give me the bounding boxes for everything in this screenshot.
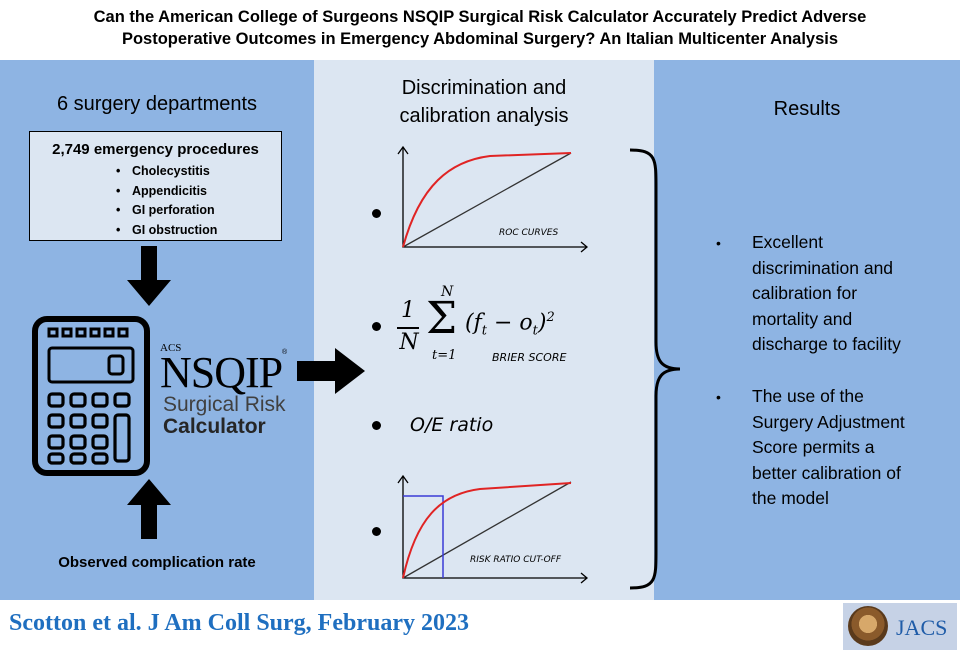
right-arrow-icon — [297, 348, 365, 394]
bullet-cutoff — [372, 527, 381, 536]
observed-complication-label: Observed complication rate — [58, 554, 256, 571]
brier-fraction-numerator: 1 — [401, 298, 415, 323]
figure-title: Can the American College of Surgeons NSQ… — [0, 6, 960, 50]
brier-sum-upper: N — [441, 284, 454, 300]
acs-logo-text: ACS — [160, 342, 182, 354]
cutoff-label: RISK RATIO CUT-OFF — [470, 555, 562, 565]
calculator-title-line2: Calculator — [163, 415, 266, 438]
roc-axis-arrow — [580, 241, 589, 253]
cutoff-marker — [403, 495, 444, 578]
result-bullet: • — [716, 235, 721, 251]
analysis-heading-line1: Discrimination and — [401, 77, 567, 99]
college-seal-icon — [848, 606, 888, 646]
bullet-roc — [372, 209, 381, 218]
analysis-heading-line2: calibration analysis — [399, 105, 569, 127]
cutoff-curve — [402, 482, 572, 579]
procedure-item: • Appendicitis — [116, 183, 208, 198]
brier-sum-lower: t=1 — [432, 348, 457, 363]
analysis-heading: Discrimination and calibration analysis — [314, 74, 654, 130]
registered-mark: ® — [282, 349, 288, 356]
bullet-brier — [372, 322, 381, 331]
title-line-1: Can the American College of Surgeons NSQ… — [93, 8, 867, 26]
calculator-icon — [32, 316, 150, 476]
result-bullet: • — [716, 389, 721, 405]
roc-axis-arrow — [397, 145, 409, 155]
brier-fraction-denominator: N — [399, 330, 419, 355]
bullet-oe — [372, 421, 381, 430]
procedures-count: 2,749 emergency procedures — [52, 141, 259, 158]
cutoff-reference-line — [402, 481, 572, 579]
journal-name: JACS — [896, 615, 948, 640]
calculator-title-line1: Surgical Risk — [163, 393, 286, 416]
up-arrow-icon — [127, 479, 171, 539]
brier-score-label: BRIER SCORE — [492, 351, 567, 364]
procedures-box: 2,749 emergency procedures • Cholecystiti… — [29, 131, 282, 241]
nsqip-logo: NSQIP — [160, 348, 283, 397]
roc-curve — [402, 152, 572, 248]
procedure-list: • Cholecystitis • Appendicitis • GI perfora… — [30, 162, 281, 240]
procedure-item: • GI perforation — [116, 203, 215, 217]
brier-fraction-bar — [397, 327, 419, 329]
result-text-1: Excellent discrimination and calibration… — [752, 232, 901, 354]
oe-ratio-label: O/E ratio — [410, 414, 494, 436]
roc-label: ROC CURVES — [499, 228, 558, 238]
cutoff-curve-sketch: RISK RATIO CUT-OFF — [397, 474, 589, 584]
departments-heading: 6 surgery departments — [56, 93, 258, 115]
down-arrow-icon — [127, 246, 171, 306]
brier-sum-symbol: Σ — [426, 293, 458, 344]
right-brace-icon — [629, 148, 681, 590]
results-heading: Results — [773, 98, 841, 120]
result-text-2: The use of the Surgery Adjustment Score … — [752, 386, 905, 508]
cutoff-axis-arrow — [580, 572, 589, 584]
middle-panel — [314, 60, 654, 600]
right-panel — [654, 60, 960, 600]
roc-reference-line — [402, 152, 572, 248]
roc-curve-sketch: ROC CURVES — [397, 145, 589, 253]
citation: Scotton et al. J Am Coll Surg, February … — [9, 610, 469, 636]
procedure-item: • GI obstruction — [116, 222, 218, 237]
brier-expression: (ft − ot)2 — [465, 310, 555, 339]
procedure-item: • Cholecystitis — [116, 164, 210, 178]
cutoff-axis-arrow — [397, 474, 409, 484]
title-line-2: Postoperative Outcomes in Emergency Abdo… — [121, 30, 839, 48]
